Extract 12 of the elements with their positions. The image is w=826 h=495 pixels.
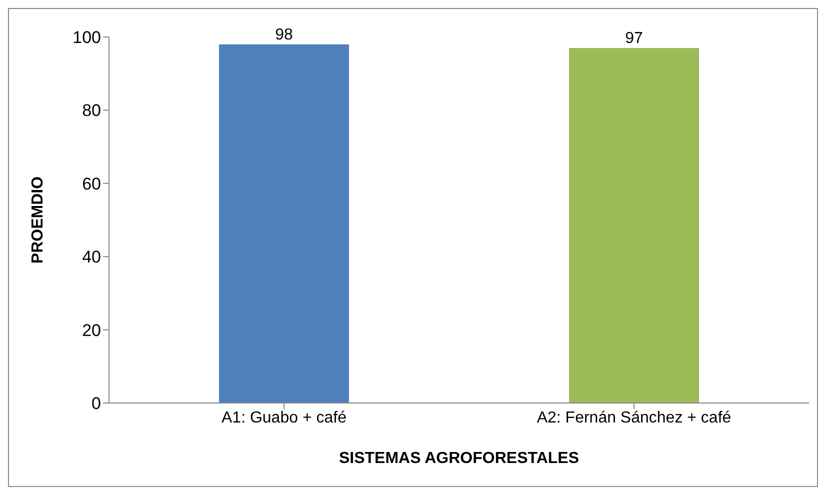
x-axis-title: SISTEMAS AGROFORESTALES: [338, 450, 580, 467]
x-tick-label: A1: Guabo + café: [222, 409, 347, 426]
y-tick-label: 0: [92, 394, 101, 414]
data-label: 97: [625, 30, 643, 47]
data-label: 98: [275, 26, 293, 44]
y-tick-label: 60: [82, 174, 101, 194]
y-tick-label: 80: [82, 101, 101, 120]
y-tick-label: 40: [82, 248, 101, 267]
x-tick-label: A2: Fernán Sánchez + café: [536, 409, 732, 426]
y-axis-title: PROEMDIO: [30, 176, 47, 264]
y-tick-label: 100: [72, 28, 101, 48]
y-tick-label: 20: [82, 320, 101, 340]
